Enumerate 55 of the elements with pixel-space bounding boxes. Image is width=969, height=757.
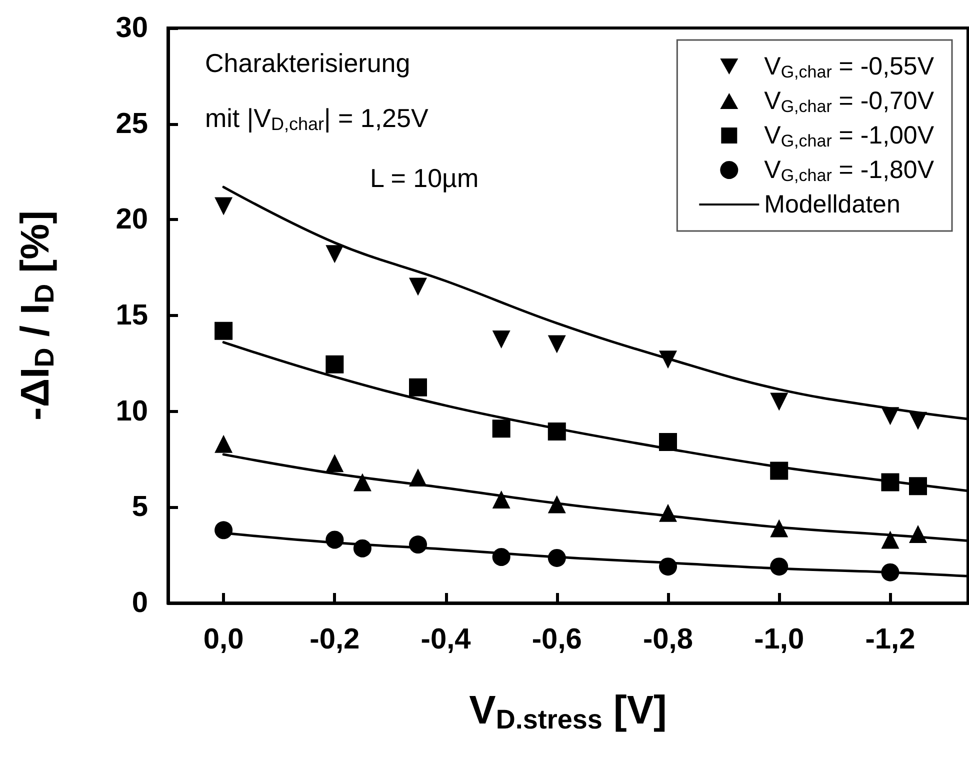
point — [409, 468, 427, 486]
point — [659, 504, 677, 522]
point — [492, 548, 510, 566]
point — [409, 536, 427, 554]
point — [548, 335, 566, 354]
point — [881, 530, 900, 549]
point — [770, 558, 788, 576]
point — [214, 322, 233, 340]
point — [659, 558, 677, 576]
annotation: L = 10µm — [370, 163, 479, 193]
legend-label: Modelldaten — [764, 190, 900, 218]
point — [214, 197, 233, 216]
point — [353, 539, 372, 558]
point — [881, 407, 900, 426]
x-tick-label: -0,8 — [643, 624, 693, 656]
y-tick-label: 0 — [132, 587, 148, 619]
point — [659, 350, 677, 369]
point — [409, 378, 427, 396]
point — [909, 477, 927, 496]
annotation: Charakterisierung — [205, 48, 410, 78]
point — [770, 519, 788, 538]
point — [492, 330, 510, 348]
point — [409, 278, 427, 296]
point — [548, 495, 566, 514]
point — [492, 420, 510, 438]
x-tick-label: 0,0 — [203, 624, 244, 656]
y-tick-label: 15 — [116, 300, 148, 332]
point — [548, 548, 566, 567]
x-tick-label: -0,6 — [532, 624, 582, 656]
point — [909, 525, 927, 543]
x-tick-label: -0,4 — [420, 624, 471, 656]
y-axis-title: -ΔID / ID [%] — [14, 210, 60, 420]
y-tick-label: 30 — [116, 12, 148, 44]
point — [881, 563, 900, 582]
y-tick-label: 5 — [132, 491, 148, 524]
point — [214, 434, 233, 453]
y-tick-label: 25 — [116, 108, 148, 140]
point — [326, 530, 344, 549]
x-tick-label: -0,2 — [310, 624, 360, 656]
x-tick-label: -1,0 — [754, 624, 804, 656]
point — [881, 473, 900, 492]
y-tick-label: 10 — [116, 395, 148, 428]
x-tick-label: -1,2 — [865, 624, 916, 656]
point — [770, 392, 788, 411]
point — [326, 245, 344, 264]
point — [770, 462, 788, 480]
point — [548, 422, 566, 440]
y-tick-label: 20 — [116, 204, 148, 236]
point — [909, 412, 927, 430]
point — [659, 433, 677, 451]
point — [326, 454, 344, 472]
point — [326, 355, 344, 374]
point — [214, 521, 233, 540]
point — [353, 473, 372, 492]
point — [492, 490, 510, 508]
